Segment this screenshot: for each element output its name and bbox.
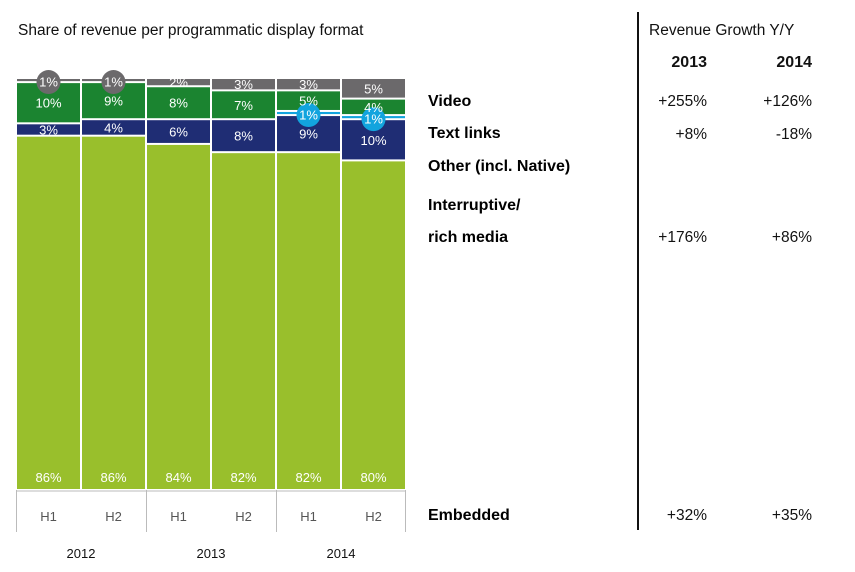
- bar-segment-interruptive-rich-media-3: [212, 120, 275, 152]
- bar-segment-video-3: [212, 79, 275, 90]
- data-label-interruptive-rich-media-3: 8%: [234, 129, 253, 144]
- legend-interruptive: Interruptive/: [428, 197, 521, 214]
- bar-segment-text-links-3: [212, 91, 275, 119]
- bar-segment-embedded-4: [277, 153, 340, 489]
- growth-interruptive-2014: +86%: [771, 229, 812, 246]
- data-label-text-links-5: 4%: [364, 100, 383, 115]
- data-label-interruptive-rich-media-0: 3%: [39, 123, 58, 138]
- bubble-data-label-other-incl-native--4: [296, 103, 321, 128]
- bar-segment-text-links-4: [277, 91, 340, 110]
- chart-title: Share of revenue per programmatic displa…: [18, 22, 364, 39]
- bar-segment-embedded-5: [342, 161, 405, 489]
- group-label-2012: 2012: [67, 546, 96, 561]
- category-label-3: H2: [235, 509, 252, 524]
- category-label-5: H2: [365, 509, 382, 524]
- group-label-2014: 2014: [327, 546, 356, 561]
- data-label-video-5: 5%: [364, 81, 383, 96]
- legend-rich-media: rich media: [428, 229, 509, 246]
- data-label-text-links-0: 10%: [35, 96, 61, 111]
- category-label-1: H2: [105, 509, 122, 524]
- growth-year-2013: 2013: [671, 54, 707, 71]
- bubble-data-label-other-incl-native--5: [361, 107, 386, 132]
- growth-textlinks-2013: +8%: [675, 126, 707, 143]
- growth-embedded-2014: +35%: [771, 507, 812, 524]
- data-label-interruptive-rich-media-2: 6%: [169, 125, 188, 140]
- bar-segment-text-links-2: [147, 87, 210, 119]
- bar-segment-embedded-2: [147, 144, 210, 490]
- growth-embedded-2013: +32%: [666, 507, 707, 524]
- data-label-video-3: 3%: [234, 77, 253, 92]
- bar-segment-video-4: [277, 79, 340, 90]
- data-label-interruptive-rich-media-5: 10%: [360, 133, 386, 148]
- bar-segment-embedded-1: [82, 136, 145, 489]
- bar-segment-interruptive-rich-media-1: [82, 120, 145, 135]
- data-label-embedded-0: 86%: [35, 470, 61, 485]
- category-label-2: H1: [170, 509, 187, 524]
- data-label-embedded-5: 80%: [360, 470, 386, 485]
- data-label-video-4: 3%: [299, 77, 318, 92]
- data-label-text-links-1: 9%: [104, 94, 123, 109]
- group-label-2013: 2013: [197, 546, 226, 561]
- growth-video-2013: +255%: [658, 93, 707, 110]
- data-label-embedded-3: 82%: [230, 470, 256, 485]
- growth-video-2014: +126%: [763, 93, 812, 110]
- bar-segment-text-links-5: [342, 99, 405, 115]
- growth-year-2014: 2014: [776, 54, 812, 71]
- data-label-text-links-3: 7%: [234, 98, 253, 113]
- data-label-interruptive-rich-media-4: 9%: [299, 127, 318, 142]
- legend-other: Other (incl. Native): [428, 158, 571, 175]
- growth-interruptive-2013: +176%: [658, 229, 707, 246]
- bar-segment-interruptive-rich-media-0: [17, 124, 80, 135]
- bar-segment-video-5: [342, 79, 405, 98]
- bubble-data-label-video-0: [36, 70, 61, 95]
- bar-segment-embedded-0: [17, 136, 80, 489]
- category-axis-area: [16, 490, 406, 537]
- category-label-4: H1: [300, 509, 317, 524]
- data-label-interruptive-rich-media-1: 4%: [104, 120, 123, 135]
- growth-title: Revenue Growth Y/Y: [649, 22, 795, 39]
- legend-embedded: Embedded: [428, 507, 510, 524]
- growth-textlinks-2014: -18%: [775, 126, 812, 143]
- table-divider: [637, 12, 639, 530]
- data-label-embedded-4: 82%: [295, 470, 321, 485]
- bar-segment-video-2: [147, 79, 210, 86]
- data-label-other-incl-native--5: 1%: [364, 112, 383, 127]
- bubble-data-label-video-1: [101, 70, 126, 95]
- bar-segment-interruptive-rich-media-2: [147, 120, 210, 143]
- stacked-bar-chart: 86% 3% 10% 1% 86% 4% 9% 1% 84% 6% 8% 2% 82% 8% 7% 3% 82%…: [16, 70, 406, 561]
- data-label-video-2: 2%: [169, 75, 188, 90]
- category-label-0: H1: [40, 509, 57, 524]
- data-label-video-0: 1%: [39, 75, 58, 90]
- legend-video: Video: [428, 93, 472, 110]
- data-label-embedded-1: 86%: [100, 470, 126, 485]
- data-label-other-incl-native--4: 1%: [299, 108, 318, 123]
- data-label-text-links-4: 5%: [299, 94, 318, 109]
- legend-text-links: Text links: [428, 125, 501, 142]
- data-label-embedded-2: 84%: [165, 470, 191, 485]
- data-label-video-1: 1%: [104, 75, 123, 90]
- data-label-text-links-2: 8%: [169, 96, 188, 111]
- bar-segment-embedded-3: [212, 153, 275, 489]
